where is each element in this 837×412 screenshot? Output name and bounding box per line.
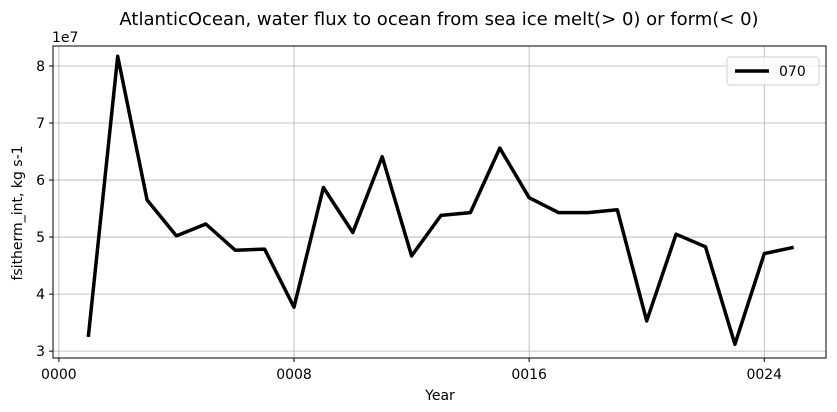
chart-title: AtlanticOcean, water flux to ocean from …: [119, 9, 758, 30]
y-tick-label: 8: [36, 59, 45, 75]
y-offset-label: 1e7: [52, 30, 78, 46]
legend-box: [726, 56, 820, 86]
y-tick-label: 5: [36, 230, 45, 246]
x-tick-label: 0000: [41, 367, 77, 383]
x-tick-label: 0024: [746, 367, 782, 383]
y-tick-label: 7: [36, 116, 45, 132]
x-axis-label: Year: [424, 388, 455, 404]
y-tick-label: 6: [36, 173, 45, 189]
y-axis-label: fsitherm_int, kg s-1: [10, 145, 26, 280]
legend-label: 070: [779, 64, 806, 80]
y-tick-label: 3: [36, 344, 45, 360]
x-tick-label: 0016: [511, 367, 547, 383]
plot-frame: [52, 45, 827, 359]
grid-lines: [53, 46, 826, 358]
x-tick-label: 0008: [276, 367, 312, 383]
legend: 070: [726, 56, 820, 86]
series-line-070: [86, 54, 795, 347]
axis-ticks: 0000 0008 0016 0024 3 4 5 6 7 8: [36, 59, 782, 383]
series-layer: [86, 54, 795, 347]
y-tick-label: 4: [36, 287, 45, 303]
